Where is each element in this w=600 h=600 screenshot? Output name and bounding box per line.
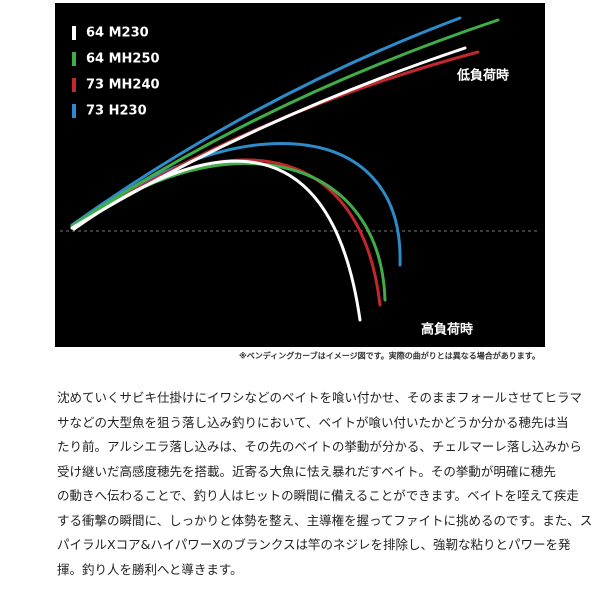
legend-swatch xyxy=(72,26,76,40)
text-line: の動きへ伝わることで、釣り人はヒットの瞬間に備えることができます。ベイトを咥えて… xyxy=(57,488,579,503)
low-load-curve xyxy=(70,18,500,228)
description: 沈めていくサビキ仕掛けにイワシなどのベイトを喰い付かせ、そのままフォールさせてヒ… xyxy=(57,386,593,582)
text-line: する衝撃の瞬間に、しっかりと体勢を整え、主導権を握ってファイトに挑めるのです。ま… xyxy=(57,512,593,528)
text-line: 揮。釣り人を勝利へと導きます。 xyxy=(57,561,243,577)
legend-label: 73 MH240 xyxy=(86,78,160,93)
legend-label: 64 MH250 xyxy=(86,52,160,67)
high-load-curve xyxy=(72,159,362,322)
text-line: 受け継いだ高感度穂先を搭載。近寄る大魚に怯え暴れだすベイト。その挙動が明確に穂先 xyxy=(57,463,556,479)
text-line: 沈めていくサビキ仕掛けにイワシなどのベイトを喰い付かせ、そのままフォールさせてヒ… xyxy=(57,390,583,405)
panel xyxy=(55,3,545,347)
text-line: パイラルXコア&ハイパワーXのブランクスは竿のネジレを排除し、強靭な粘りとパワー… xyxy=(57,537,571,552)
legend-swatch xyxy=(72,104,76,118)
low-load-curve xyxy=(70,16,462,227)
text-line: たり前。アルシエラ落し込みは、その先のベイトの挙動が分かる、チェルマーレ落し込み… xyxy=(57,439,582,454)
text-line: サなどの大型魚を狙う落し込み釣りにおいて、ベイトが喰い付いたかどうか分かる穂先は… xyxy=(57,414,569,430)
high-load-label: 高負荷時 xyxy=(421,322,473,338)
legend-label: 64 M230 xyxy=(86,26,149,41)
low-load-label: 低負荷時 xyxy=(456,68,509,84)
note: ※ベンディングカーブはイメージ図です。実際の曲がりとは異なる場合があります。 xyxy=(239,351,540,361)
legend-label: 73 H230 xyxy=(86,104,147,119)
legend-swatch xyxy=(72,78,76,92)
bending-diagram: 低負荷時 高負荷時 ※ベンディングカーブはイメージ図です。実際の曲がりとは異なる… xyxy=(55,3,545,361)
legend-swatch xyxy=(72,52,76,66)
